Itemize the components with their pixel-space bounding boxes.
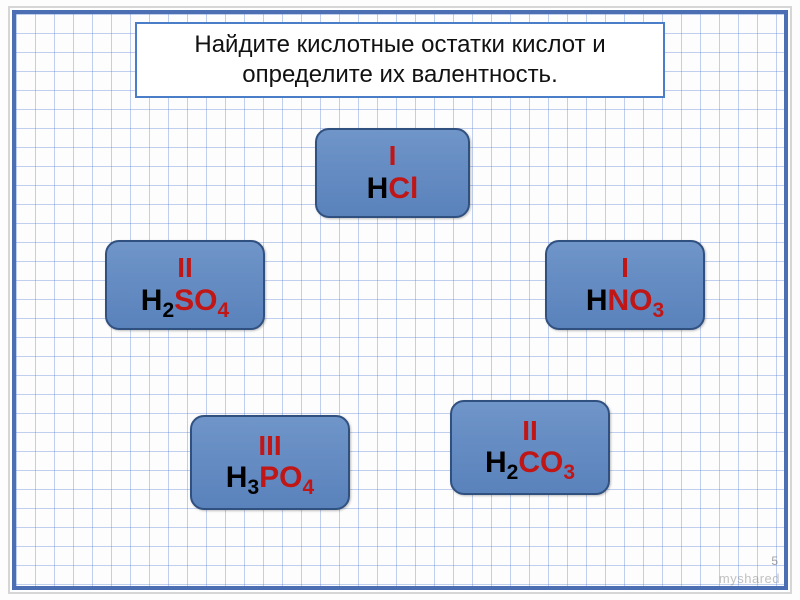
chemical-formula: HCl <box>317 172 468 205</box>
acid-residue-part: PO4 <box>259 461 314 494</box>
watermark-text: myshared <box>719 571 780 586</box>
formula-card-h2so4[interactable]: IIH2SO4 <box>105 240 265 330</box>
formula-card-hcl[interactable]: IHCl <box>315 128 470 218</box>
valence-label: II <box>107 253 263 284</box>
title-line-1: Найдите кислотные остатки кислот и <box>147 30 653 60</box>
formula-card-h2co3[interactable]: IIH2CO3 <box>450 400 610 495</box>
instruction-title: Найдите кислотные остатки кислот и опред… <box>135 22 665 98</box>
page-number: 5 <box>771 554 778 568</box>
chemical-formula: H3PO4 <box>192 461 348 494</box>
formula-card-h3po4[interactable]: IIIH3PO4 <box>190 415 350 510</box>
hydrogen-part: H2 <box>141 284 174 317</box>
hydrogen-part: H <box>586 284 608 317</box>
chemical-formula: HNO3 <box>547 284 703 317</box>
valence-label: I <box>547 253 703 284</box>
hydrogen-part: H <box>367 172 389 205</box>
valence-label: I <box>317 141 468 172</box>
chemical-formula: H2CO3 <box>452 446 608 479</box>
title-line-2: определите их валентность. <box>147 60 653 90</box>
acid-residue-part: CO3 <box>518 446 575 479</box>
hydrogen-part: H2 <box>485 446 518 479</box>
formula-card-hno3[interactable]: IHNO3 <box>545 240 705 330</box>
valence-label: II <box>452 416 608 447</box>
acid-residue-part: Cl <box>388 172 418 205</box>
hydrogen-part: H3 <box>226 461 259 494</box>
valence-label: III <box>192 431 348 462</box>
acid-residue-part: NO3 <box>607 284 664 317</box>
chemical-formula: H2SO4 <box>107 284 263 317</box>
acid-residue-part: SO4 <box>174 284 229 317</box>
